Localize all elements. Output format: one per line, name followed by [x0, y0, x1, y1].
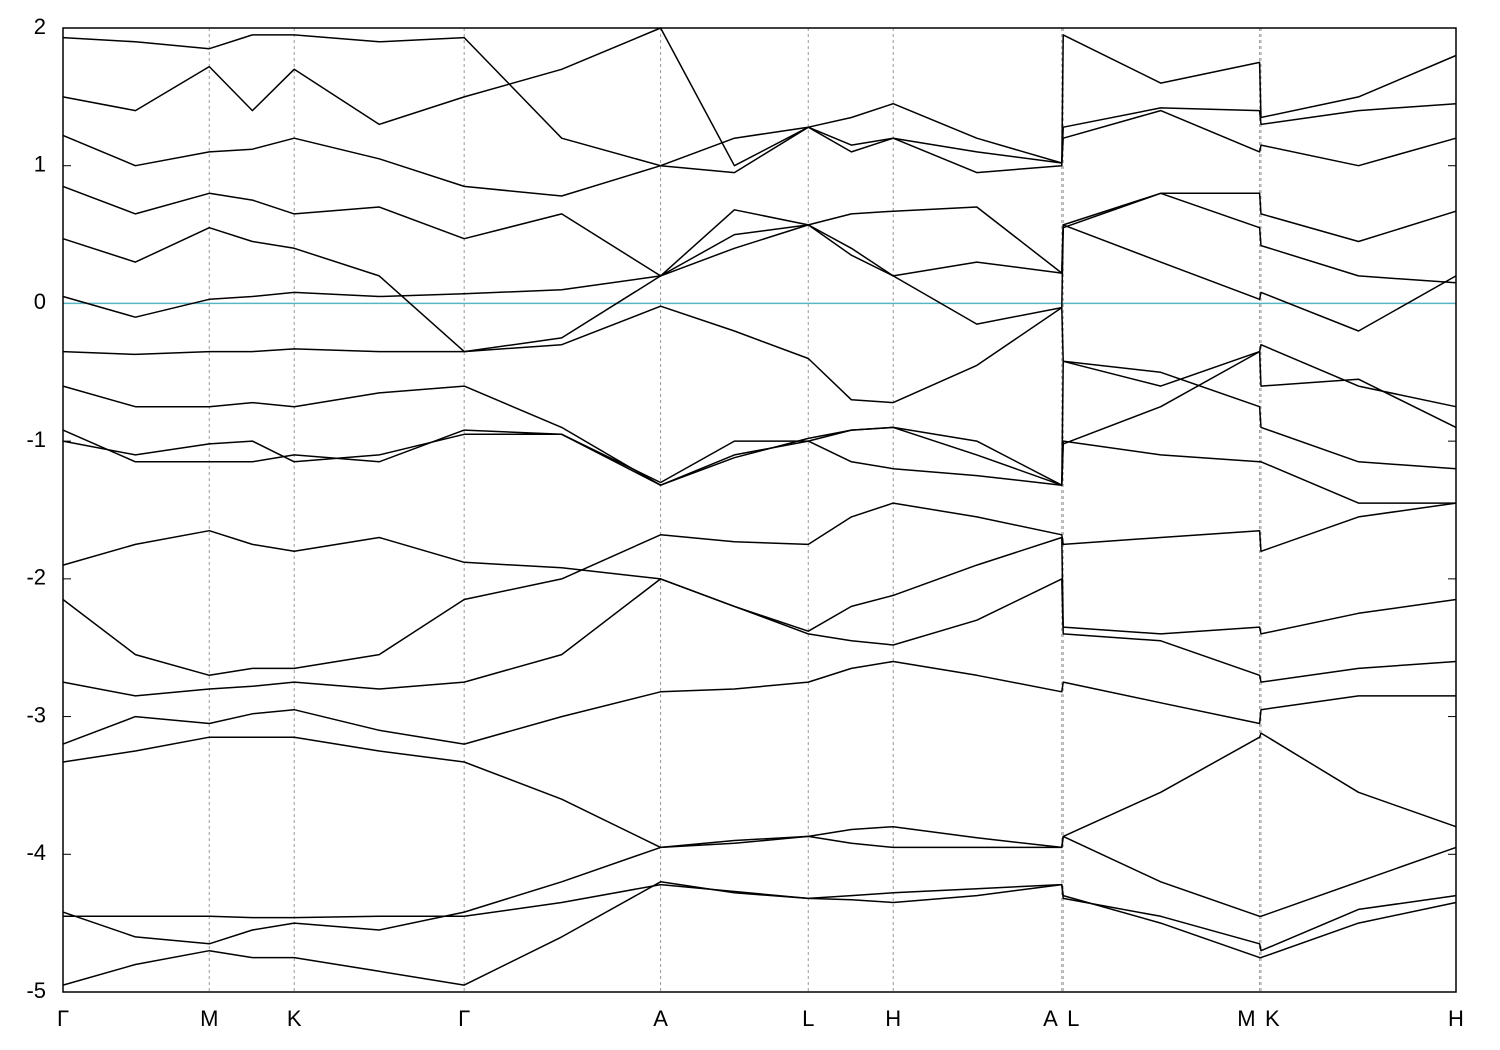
band-line	[63, 883, 1457, 952]
x-tick-label: K	[1265, 1006, 1280, 1031]
band-line	[62, 426, 1456, 504]
y-tick-label: 1	[34, 152, 46, 177]
y-tick-label: 0	[34, 289, 46, 314]
band-line	[62, 305, 1457, 429]
band-line	[62, 529, 1457, 635]
band-line	[62, 732, 1457, 849]
y-tick-label: -2	[26, 565, 46, 590]
band-line	[62, 578, 1457, 697]
plot-frame	[62, 27, 1457, 993]
x-tick-label: L	[802, 1006, 814, 1031]
x-tick-label: Γ	[458, 1006, 470, 1031]
y-tick-label: -1	[26, 427, 46, 452]
band-line	[62, 185, 1457, 325]
y-tick-label: -4	[26, 840, 46, 865]
x-tick-label: M	[1237, 1006, 1255, 1031]
x-tick-label: A	[1043, 1006, 1058, 1031]
y-tick-label: -3	[26, 702, 46, 727]
x-tick-label: H	[1448, 1006, 1464, 1031]
band-line	[62, 360, 1457, 486]
x-tick-label: L	[1067, 1006, 1079, 1031]
band-line	[62, 502, 1457, 677]
x-tick-label: M	[200, 1006, 218, 1031]
y-tick-label: -5	[26, 978, 46, 1003]
band-line	[62, 660, 1456, 745]
band-line	[62, 34, 1457, 174]
x-tick-label: K	[287, 1006, 302, 1031]
y-tick-label: 2	[34, 14, 46, 39]
x-tick-label: Γ	[57, 1006, 69, 1031]
x-tick-label: H	[885, 1006, 901, 1031]
x-tick-label: A	[653, 1006, 668, 1031]
